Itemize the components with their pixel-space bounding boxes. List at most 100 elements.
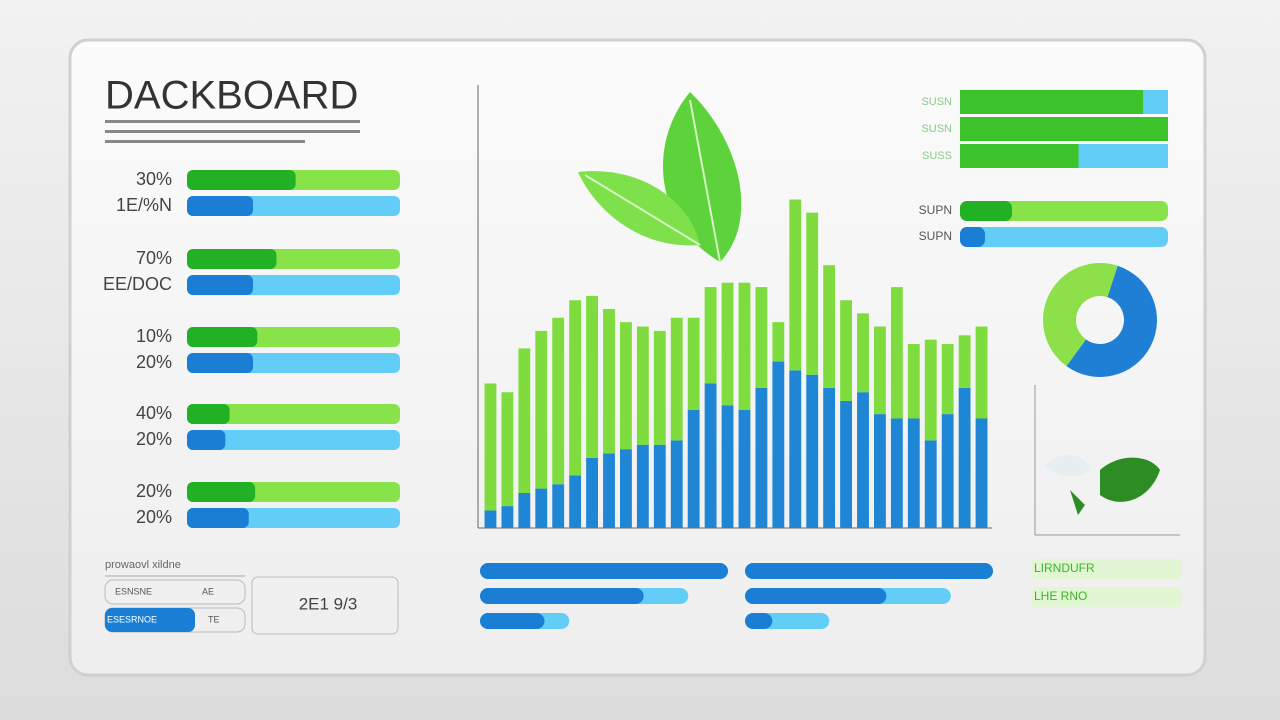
subtitle-lines <box>105 120 360 143</box>
bar-track <box>960 227 1168 247</box>
bar-fill <box>480 563 728 579</box>
bar <box>975 326 988 419</box>
bar <box>806 374 819 528</box>
bar <box>738 282 751 410</box>
bar <box>704 383 717 528</box>
bar-fill <box>480 613 545 629</box>
bar <box>941 414 954 528</box>
bar-label: EE/DOC <box>103 274 172 294</box>
bar-label: 10% <box>136 326 172 346</box>
bar <box>772 322 785 362</box>
bar-label: SUSN <box>921 96 952 108</box>
donut-slice <box>1066 265 1157 377</box>
bar <box>924 339 937 441</box>
bar-label: LIRNDUFR <box>1034 561 1095 575</box>
field-label: ESNSNE <box>115 586 152 596</box>
bar-fill <box>745 613 773 629</box>
bar <box>687 317 700 410</box>
bar-fill <box>187 170 296 190</box>
bar <box>569 475 582 528</box>
bar <box>755 287 768 388</box>
bar <box>501 392 514 507</box>
donut-slice <box>1042 262 1118 367</box>
bar-track <box>187 430 400 450</box>
bar <box>670 440 683 528</box>
bar <box>721 405 734 528</box>
bar-fill <box>480 588 644 604</box>
bar-fill <box>960 117 1168 141</box>
bar <box>603 453 615 528</box>
button[interactable] <box>105 608 195 632</box>
bar-fill <box>187 275 254 295</box>
bar <box>941 344 954 415</box>
bar-fill <box>187 508 249 528</box>
bar <box>857 392 869 528</box>
bar <box>874 414 886 528</box>
bar-fill <box>960 90 1144 114</box>
bar <box>620 322 632 450</box>
bar-fill <box>187 353 254 373</box>
bar-label: 1E/%N <box>116 195 172 215</box>
bar <box>721 282 734 406</box>
bar-label: 30% <box>136 169 172 189</box>
title: DACKBOARD <box>105 74 358 118</box>
bar <box>840 300 852 401</box>
bar <box>738 409 751 528</box>
bar <box>670 317 683 441</box>
bar <box>501 506 514 528</box>
bar-fill <box>187 430 226 450</box>
bar <box>772 361 785 528</box>
bar-track <box>187 404 400 424</box>
field-label: TE <box>208 614 220 624</box>
bar-label: 40% <box>136 403 172 423</box>
bar-fill <box>187 404 230 424</box>
bar <box>518 348 531 493</box>
bar <box>687 409 700 528</box>
bar <box>535 488 548 528</box>
bar <box>840 400 852 528</box>
bar-track <box>1032 587 1182 607</box>
bar <box>653 444 666 528</box>
bar <box>653 330 666 445</box>
bar <box>907 344 920 419</box>
form-caption: prowaovl xildne <box>105 559 181 571</box>
bar <box>806 212 819 375</box>
bar <box>890 287 903 419</box>
bar <box>636 444 649 528</box>
bar <box>569 300 582 476</box>
form-value: 2E1 9/3 <box>299 594 358 613</box>
bar-label: SUSN <box>921 123 952 135</box>
bar-label: 70% <box>136 248 172 268</box>
bar <box>823 265 836 388</box>
bar-track <box>960 201 1168 221</box>
bar-fill <box>745 588 887 604</box>
bar-label: LHE RNO <box>1034 589 1087 603</box>
bar <box>552 317 565 485</box>
bar <box>484 383 497 511</box>
bar <box>789 370 802 528</box>
bar-label: SUPN <box>919 229 952 243</box>
map <box>1034 385 1180 536</box>
bar-fill <box>960 201 1012 221</box>
bar <box>755 387 768 528</box>
bar <box>535 330 548 489</box>
bar <box>586 295 598 458</box>
bar-label: 20% <box>136 352 172 372</box>
bar <box>924 440 937 528</box>
bar-label: SUSS <box>922 150 952 162</box>
bar <box>958 387 971 528</box>
leaf <box>578 92 742 263</box>
bar <box>636 326 649 445</box>
bar-fill <box>960 144 1079 168</box>
bar <box>975 418 988 528</box>
bar-track <box>1032 559 1182 579</box>
bar <box>620 449 632 528</box>
bar <box>704 287 717 384</box>
bar-fill <box>187 196 254 216</box>
bar-fill <box>187 249 277 269</box>
bar-label: 20% <box>136 507 172 527</box>
bar-label: SUPN <box>919 203 952 217</box>
bar <box>857 313 869 393</box>
field-label: ESESRNOE <box>107 614 157 624</box>
